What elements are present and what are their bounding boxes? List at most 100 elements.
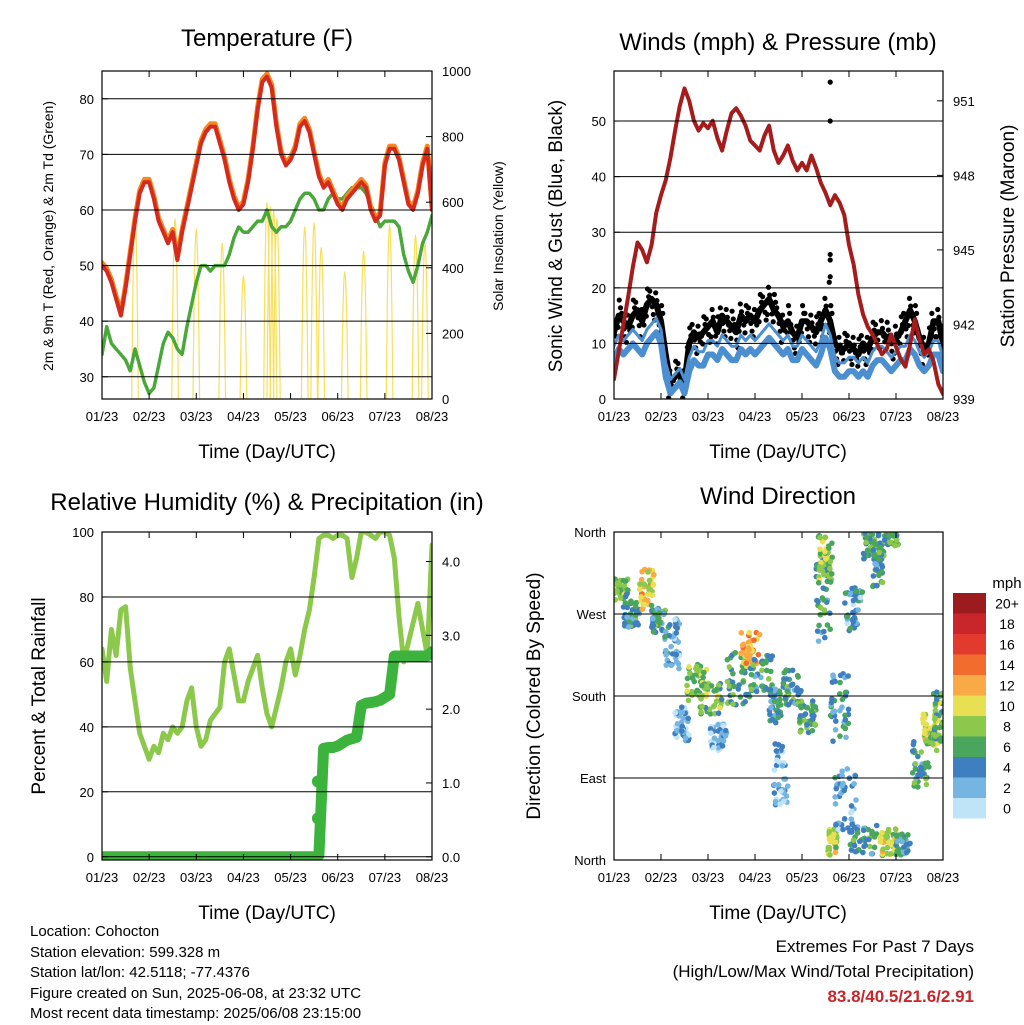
wind-direction-point — [622, 593, 629, 600]
wind-direction-point — [677, 708, 684, 715]
wind-direction-point — [841, 816, 848, 822]
wind-direction-point — [816, 622, 822, 629]
wind-direction-point — [926, 764, 932, 770]
wind-direction-point — [911, 780, 918, 786]
wind-direction-point — [663, 662, 670, 668]
colorbar-label: 20+ — [995, 595, 1019, 611]
wind-direction-point — [856, 838, 863, 845]
gust-point — [700, 341, 706, 347]
gust-point — [812, 341, 819, 347]
wind-direction-point — [912, 766, 919, 772]
temperature-series — [102, 71, 432, 399]
gust-point — [721, 328, 727, 334]
wind-direction-point — [915, 772, 921, 778]
wind-direction-point — [922, 727, 928, 733]
sonic-wind-line — [614, 316, 943, 381]
wind-direction-point — [923, 721, 930, 728]
wind-direction-point — [827, 565, 833, 572]
wind-direction-point — [915, 753, 921, 760]
x-tick-label: 08/23 — [416, 870, 449, 885]
wind-direction-point — [826, 545, 832, 552]
wind-direction-point — [737, 694, 744, 700]
wind-direction-point — [817, 546, 823, 552]
extremes-box: Extremes For Past 7 Days (High/Low/Max W… — [673, 934, 974, 1009]
y-tick-label: 100 — [72, 525, 94, 540]
wind-direction-point — [775, 709, 781, 716]
wind-direction-point — [646, 577, 653, 584]
gust-point — [929, 310, 935, 316]
wind-direction-point — [932, 700, 939, 707]
wind-direction-point — [731, 683, 737, 690]
rh-y-axis-label: Percent & Total Rainfall — [29, 597, 50, 794]
gust-point — [616, 297, 622, 303]
wind-direction-point — [827, 558, 834, 565]
wind-direction-point — [704, 684, 711, 691]
y2-tick-label: 1000 — [442, 64, 471, 79]
wind-direction-point — [848, 803, 855, 809]
wind-direction-point — [844, 614, 851, 620]
wind-direction-point — [840, 826, 846, 833]
wind-direction-point — [804, 721, 810, 728]
wind-direction-point — [637, 586, 643, 593]
y2-tick-label: 800 — [442, 130, 464, 145]
wind-direction-point — [699, 703, 705, 710]
wind-direction-point — [923, 775, 929, 782]
wind-direction-point — [763, 659, 769, 666]
gust-outlier-point — [827, 79, 833, 85]
wind-direction-point — [815, 580, 822, 586]
winds-x-axis-label: Time (Day/UTC) — [709, 442, 847, 463]
wind-direction-point — [865, 836, 872, 843]
wind-direction-point — [833, 821, 839, 828]
wind-direction-point — [827, 626, 833, 633]
y-tick-label: 80 — [80, 590, 94, 605]
wind-direction-plot-area: 01/23 02/23 03/23 04/23 05/23 06/23 07/23 08/23… — [572, 525, 959, 885]
temperature-x-axis-label: Time (Day/UTC) — [198, 442, 336, 463]
wind-direction-point — [645, 597, 651, 604]
gust-point — [878, 318, 884, 324]
gust-point — [850, 334, 856, 340]
winds-pressure-panel: Winds (mph) & Pressure (mb) 01/23 02/23 03… — [546, 29, 1019, 463]
wind-direction-point — [851, 842, 858, 849]
x-tick-label: 05/23 — [274, 409, 307, 424]
wind-direction-point — [759, 683, 765, 689]
wind-direction-point — [730, 692, 736, 698]
wind-direction-point — [717, 705, 723, 711]
wind-direction-point — [751, 637, 757, 643]
wind-direction-point — [784, 688, 791, 695]
colorbar-label: 16 — [999, 636, 1015, 652]
colorbar-label: 10 — [999, 698, 1015, 714]
wind-direction-point — [859, 589, 866, 595]
wind-direction-point — [842, 716, 849, 723]
wind-direction-point — [841, 787, 848, 794]
colorbar-label: 14 — [999, 657, 1015, 673]
temperature-y-axis-label: 2m & 9m T (Red, Orange) & 2m Td (Green) — [40, 101, 56, 371]
wind-direction-point — [933, 689, 940, 695]
y2-tick-label: 942 — [953, 317, 975, 332]
wind-direction-point — [722, 733, 729, 739]
y2-tick-label: 1.0 — [442, 776, 460, 791]
wind-direction-point — [832, 794, 838, 800]
wind-direction-point — [817, 534, 823, 541]
relative-humidity-line — [102, 532, 432, 762]
wind-direction-point — [809, 727, 816, 734]
y-tick-label: 30 — [80, 370, 94, 385]
winds-plot-area: 01/23 02/23 03/23 04/23 05/23 06/23 07/23 08/23… — [592, 70, 975, 424]
wind-direction-point — [830, 834, 836, 840]
wind-direction-point — [867, 843, 873, 850]
solar-insolation-peak — [310, 222, 319, 399]
gust-point — [647, 288, 653, 294]
wind-direction-point — [715, 721, 721, 728]
wind-direction-point — [715, 745, 722, 751]
wind-direction-point — [822, 549, 828, 555]
solar-insolation-peak — [239, 275, 248, 399]
wind-direction-point — [937, 724, 943, 731]
colorbar-swatch — [953, 736, 986, 757]
gust-point — [770, 319, 776, 325]
solar-y2-axis-label: Solar Insolation (Yellow) — [490, 161, 506, 311]
wind-direction-point — [651, 571, 657, 578]
colorbar-swatch — [953, 798, 986, 819]
wind-direction-point — [871, 834, 878, 840]
colorbar-label: 2 — [1003, 780, 1011, 796]
wind-direction-point — [842, 590, 849, 596]
wind-direction-point — [689, 692, 695, 698]
